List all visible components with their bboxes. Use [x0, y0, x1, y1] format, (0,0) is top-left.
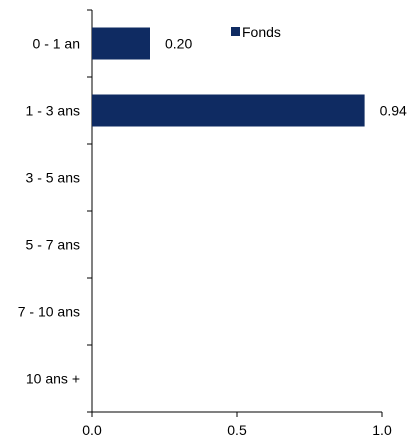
value-axis-ticks: 0.0 0.5 1.0: [82, 412, 392, 438]
category-label-10-ans: 10 ans +: [26, 371, 80, 387]
legend-label-fonds: Fonds: [242, 24, 281, 40]
legend-swatch: [231, 27, 240, 36]
category-label-1-3-ans: 1 - 3 ans: [26, 103, 80, 119]
category-axis-ticks: 0 - 1 an 1 - 3 ans 3 - 5 ans 5 - 7 ans 7 - 1…: [18, 9, 92, 413]
bar-1-3-ans: [92, 94, 365, 127]
value-tick-label: 0.5: [227, 422, 247, 438]
category-label-7-10-ans: 7 - 10 ans: [18, 304, 80, 320]
data-label-1-3-ans: 0.94: [380, 103, 407, 119]
data-label-0-1-an: 0.20: [165, 36, 192, 52]
category-label-5-7-ans: 5 - 7 ans: [26, 237, 80, 253]
value-tick-label: 0.0: [82, 422, 102, 438]
value-tick-label: 1.0: [372, 422, 392, 438]
category-label-3-5-ans: 3 - 5 ans: [26, 170, 80, 186]
legend: Fonds: [231, 24, 281, 40]
bars-group: 0.20 0.94: [92, 27, 407, 127]
bar-0-1-an: [92, 27, 150, 60]
category-label-0-1-an: 0 - 1 an: [33, 36, 80, 52]
